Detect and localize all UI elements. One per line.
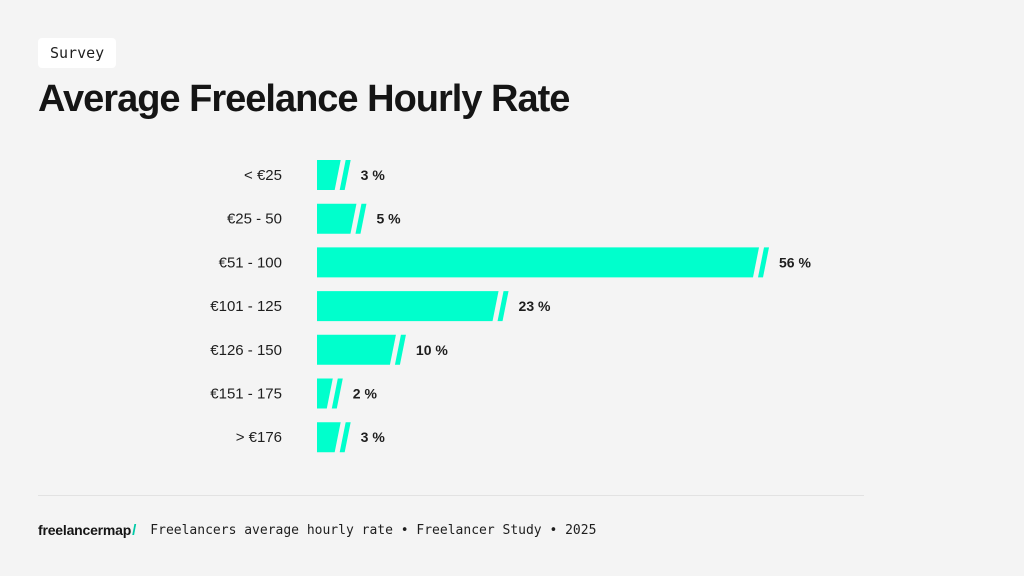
bar-slash-accent <box>497 291 509 322</box>
category-label: €25 - 50 <box>227 211 282 228</box>
bar-slash-accent <box>339 422 351 453</box>
bar <box>317 160 341 190</box>
value-label: 10 % <box>416 342 448 358</box>
bar <box>317 422 341 453</box>
bar-slash-accent <box>331 378 343 409</box>
value-label: 3 % <box>361 429 386 445</box>
category-label: < €25 <box>244 167 282 184</box>
category-label: €51 - 100 <box>219 254 282 271</box>
value-label: 2 % <box>353 386 378 402</box>
brand-logo: freelancermap <box>38 522 132 538</box>
bar-slash-accent <box>355 203 367 234</box>
bar-slash-accent <box>394 334 406 365</box>
category-label: €151 - 175 <box>210 386 282 403</box>
bar-slash-accent <box>758 247 769 278</box>
category-label: > €176 <box>236 429 282 446</box>
footer-caption: Freelancers average hourly rate • Freela… <box>150 522 597 538</box>
brand-slash-icon: / <box>132 521 137 539</box>
bar <box>317 247 759 278</box>
value-label: 23 % <box>519 298 551 314</box>
value-label: 56 % <box>779 254 811 270</box>
bar <box>317 291 499 322</box>
value-label: 3 % <box>361 167 386 183</box>
category-label: €101 - 125 <box>210 298 282 315</box>
footer-divider <box>38 495 864 496</box>
page-title: Average Freelance Hourly Rate <box>38 78 570 120</box>
bar <box>317 378 333 409</box>
bar <box>317 203 357 234</box>
bar <box>317 334 396 365</box>
bar-slash-accent <box>339 160 351 190</box>
footer: freelancermap / Freelancers average hourl… <box>38 518 596 542</box>
category-tag: Survey <box>38 38 117 68</box>
value-label: 5 % <box>376 211 401 227</box>
category-label: €126 - 150 <box>210 342 282 359</box>
